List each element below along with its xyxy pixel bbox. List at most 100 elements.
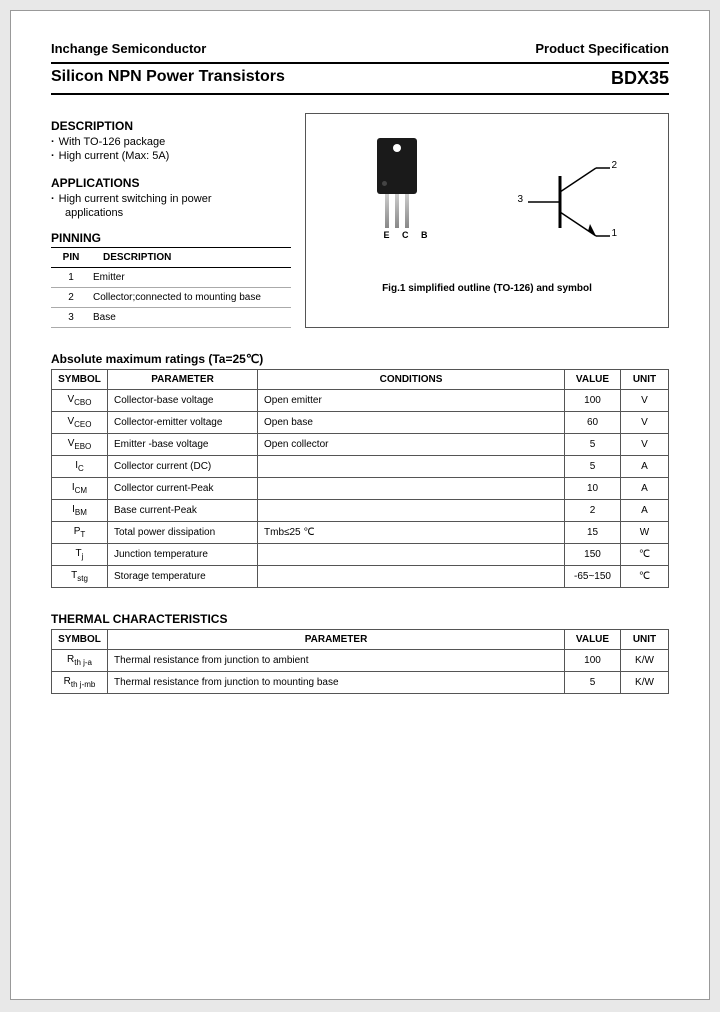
part-number: BDX35 (611, 68, 669, 89)
cell-symbol: Rth j-a (52, 650, 108, 672)
col-symbol: SYMBOL (52, 370, 108, 390)
cell-cond (258, 544, 565, 566)
cell-cond: Open base (258, 412, 565, 434)
cell-unit: A (621, 456, 669, 478)
cell-symbol: ICM (52, 478, 108, 500)
sym-pin-3: 3 (518, 194, 524, 205)
cell-param: Collector current (DC) (108, 456, 258, 478)
cell-value: 2 (565, 500, 621, 522)
col-cond: CONDITIONS (258, 370, 565, 390)
thermal-header-row: SYMBOL PARAMETER VALUE UNIT (52, 630, 669, 650)
cell-value: 15 (565, 522, 621, 544)
transistor-symbol: 3 2 1 (518, 142, 618, 262)
table-row: VCBOCollector-base voltageOpen emitter10… (52, 390, 669, 412)
col-value: VALUE (565, 630, 621, 650)
package-drawing: E C B (357, 132, 437, 272)
cell-value: -65~150 (565, 566, 621, 588)
table-row: 2Collector;connected to mounting base (51, 288, 291, 308)
cell-cond: Open emitter (258, 390, 565, 412)
applications-heading: APPLICATIONS (51, 176, 291, 190)
cell-unit: A (621, 478, 669, 500)
pinning-header-row: PIN DESCRIPTION (51, 248, 291, 268)
cell-param: Emitter -base voltage (108, 434, 258, 456)
cell-symbol: VCEO (52, 412, 108, 434)
package-lead (395, 194, 399, 228)
product-title: Silicon NPN Power Transistors (51, 68, 285, 89)
cell-cond (258, 500, 565, 522)
cell-value: 100 (565, 650, 621, 672)
cell-param: Base current-Peak (108, 500, 258, 522)
pinning-table: PIN DESCRIPTION 1Emitter 2Collector;conn… (51, 248, 291, 328)
cell-unit: K/W (621, 672, 669, 694)
table-row: TjJunction temperature 150℃ (52, 544, 669, 566)
description-heading: DESCRIPTION (51, 119, 291, 133)
table-row: Rth j-aThermal resistance from junction … (52, 650, 669, 672)
thermal-heading: THERMAL CHARACTERISTICS (51, 612, 669, 626)
figure-caption: Fig.1 simplified outline (TO-126) and sy… (316, 283, 658, 294)
cell-param: Storage temperature (108, 566, 258, 588)
cell-value: 60 (565, 412, 621, 434)
cell-cond (258, 566, 565, 588)
top-section: DESCRIPTION With TO-126 package High cur… (51, 113, 669, 328)
cell-unit: V (621, 390, 669, 412)
cell-symbol: Tstg (52, 566, 108, 588)
cell-value: 100 (565, 390, 621, 412)
cell-symbol: VEBO (52, 434, 108, 456)
table-row: PTTotal power dissipationTmb≤25 ℃15W (52, 522, 669, 544)
col-value: VALUE (565, 370, 621, 390)
table-row: VEBOEmitter -base voltageOpen collector5… (52, 434, 669, 456)
cell-cond: Tmb≤25 ℃ (258, 522, 565, 544)
company-name: Inchange Semiconductor (51, 41, 206, 56)
table-row: 3Base (51, 308, 291, 328)
cell-unit: ℃ (621, 544, 669, 566)
cell-value: 5 (565, 434, 621, 456)
symbol-svg (518, 142, 618, 262)
col-param: PARAMETER (108, 370, 258, 390)
cell-value: 10 (565, 478, 621, 500)
left-column: DESCRIPTION With TO-126 package High cur… (51, 113, 291, 328)
table-row: IBMBase current-Peak 2A (52, 500, 669, 522)
figure-area: E C B 3 2 1 (316, 124, 658, 279)
cell-unit: K/W (621, 650, 669, 672)
cell-param: Collector-emitter voltage (108, 412, 258, 434)
package-lead (405, 194, 409, 228)
table-row: TstgStorage temperature-65~150℃ (52, 566, 669, 588)
cell-symbol: IBM (52, 500, 108, 522)
cell-value: 5 (565, 672, 621, 694)
desc-line-2: High current (Max: 5A) (51, 150, 291, 162)
cell-symbol: Tj (52, 544, 108, 566)
table-row: 1Emitter (51, 268, 291, 288)
cell-value: 5 (565, 456, 621, 478)
cell-cond (258, 478, 565, 500)
cell-symbol: IC (52, 456, 108, 478)
table-row: ICCollector current (DC) 5A (52, 456, 669, 478)
title-row: Silicon NPN Power Transistors BDX35 (51, 62, 669, 95)
figure-box: E C B 3 2 1 Fig.1 (305, 113, 669, 328)
pin-desc-header: DESCRIPTION (91, 248, 291, 268)
package-dot (382, 181, 387, 186)
cell-cond (258, 456, 565, 478)
cell-param: Junction temperature (108, 544, 258, 566)
cell-value: 150 (565, 544, 621, 566)
cell-unit: V (621, 434, 669, 456)
page: Inchange Semiconductor Product Specifica… (10, 10, 710, 1000)
app-line-2: applications (51, 207, 291, 219)
package-lead (385, 194, 389, 228)
table-row: VCEOCollector-emitter voltageOpen base60… (52, 412, 669, 434)
cell-param: Total power dissipation (108, 522, 258, 544)
thermal-table: SYMBOL PARAMETER VALUE UNIT Rth j-aTherm… (51, 629, 669, 694)
ratings-header-row: SYMBOL PARAMETER CONDITIONS VALUE UNIT (52, 370, 669, 390)
sym-pin-1: 1 (612, 228, 618, 239)
cell-unit: A (621, 500, 669, 522)
cell-symbol: Rth j-mb (52, 672, 108, 694)
cell-param: Thermal resistance from junction to moun… (108, 672, 565, 694)
cell-unit: W (621, 522, 669, 544)
cell-param: Collector current-Peak (108, 478, 258, 500)
cell-symbol: PT (52, 522, 108, 544)
cell-cond: Open collector (258, 434, 565, 456)
pin-col-header: PIN (51, 248, 91, 268)
cell-unit: V (621, 412, 669, 434)
cell-param: Collector-base voltage (108, 390, 258, 412)
sym-pin-2: 2 (612, 160, 618, 171)
col-unit: UNIT (621, 630, 669, 650)
